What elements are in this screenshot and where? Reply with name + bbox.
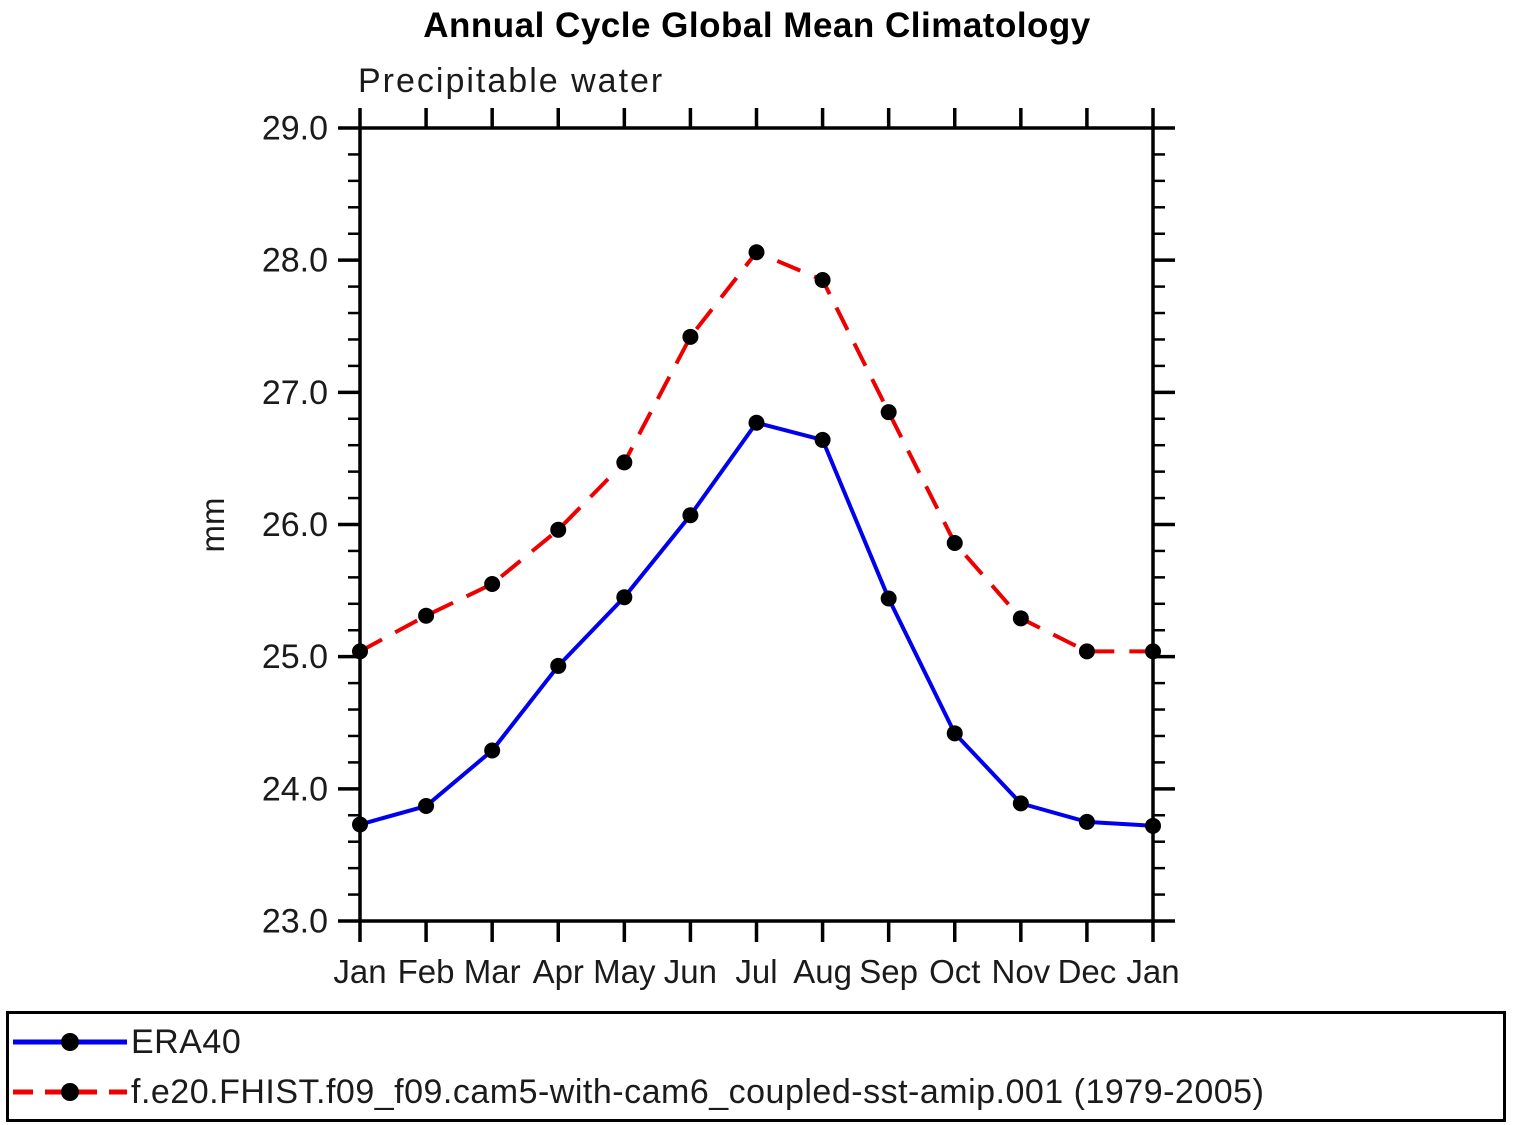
chart-title: Annual Cycle Global Mean Climatology	[423, 6, 1091, 45]
data-point-marker	[682, 328, 699, 345]
x-tick-label: Nov	[991, 953, 1050, 990]
legend: ERA40 f.e20.FHIST.f09_f09.cam5-with-cam6…	[6, 1011, 1506, 1122]
data-point-marker	[616, 589, 633, 606]
data-point-marker	[880, 590, 897, 607]
data-point-marker	[748, 244, 765, 261]
era40-line-sample	[13, 1032, 127, 1051]
x-tick-label: Jan	[1126, 953, 1179, 990]
chart-subtitle: Precipitable water	[358, 62, 665, 100]
data-point-marker	[1078, 643, 1095, 660]
data-point-marker	[418, 607, 435, 624]
legend-label-model: f.e20.FHIST.f09_f09.cam5-with-cam6_coupl…	[131, 1072, 1265, 1111]
data-point-marker	[814, 271, 831, 288]
y-tick-label: 28.0	[262, 242, 328, 280]
x-tick-label: Jan	[333, 953, 386, 990]
legend-sample-marker	[61, 1082, 79, 1101]
plot-area: 23.0 24.0 25.0 26.0 27.0 28.0 29.0 Jan Feb Mar Apr…	[262, 108, 1180, 990]
model-line-sample	[13, 1082, 127, 1101]
y-tick-label: 25.0	[262, 638, 328, 676]
legend-label-era40: ERA40	[131, 1022, 242, 1061]
data-point-marker	[1012, 795, 1029, 812]
y-tick-label: 29.0	[262, 110, 328, 148]
data-point-marker	[352, 816, 368, 833]
data-point-marker	[946, 725, 963, 742]
data-point-marker	[880, 404, 897, 421]
y-tick-label: 23.0	[262, 903, 328, 941]
data-point-marker	[550, 657, 567, 674]
data-point-marker	[1012, 610, 1029, 627]
data-point-marker	[418, 798, 435, 815]
x-tick-label: Oct	[929, 953, 980, 990]
data-point-marker	[484, 742, 501, 759]
y-tick-label: 27.0	[262, 374, 328, 412]
data-point-marker	[550, 521, 567, 538]
data-point-marker	[748, 414, 765, 431]
data-point-marker	[1145, 817, 1161, 834]
x-tick-label: Jun	[664, 953, 717, 990]
data-point-marker	[484, 575, 501, 592]
x-tick-label: Apr	[533, 953, 584, 990]
x-tick-label: Aug	[793, 953, 852, 990]
x-tick-label: Feb	[398, 953, 455, 990]
data-point-marker	[682, 507, 699, 524]
legend-sample-marker	[61, 1032, 79, 1051]
x-tick-label: Mar	[464, 953, 521, 990]
x-tick-label: Sep	[859, 953, 918, 990]
legend-item-model: f.e20.FHIST.f09_f09.cam5-with-cam6_coupl…	[9, 1067, 1503, 1117]
y-tick-label: 24.0	[262, 770, 328, 808]
x-tick-label: May	[593, 953, 656, 990]
data-point-marker	[352, 643, 368, 660]
y-tick-label: 26.0	[262, 506, 328, 544]
legend-item-era40: ERA40	[9, 1017, 1503, 1067]
data-point-marker	[814, 431, 831, 448]
data-point-marker	[1145, 643, 1161, 660]
data-point-marker	[946, 535, 963, 552]
data-point-marker	[616, 454, 633, 471]
model-line	[359, 249, 1153, 654]
data-point-marker	[1078, 813, 1095, 830]
x-tick-label: Jul	[735, 953, 777, 990]
x-tick-label: Dec	[1058, 953, 1117, 990]
